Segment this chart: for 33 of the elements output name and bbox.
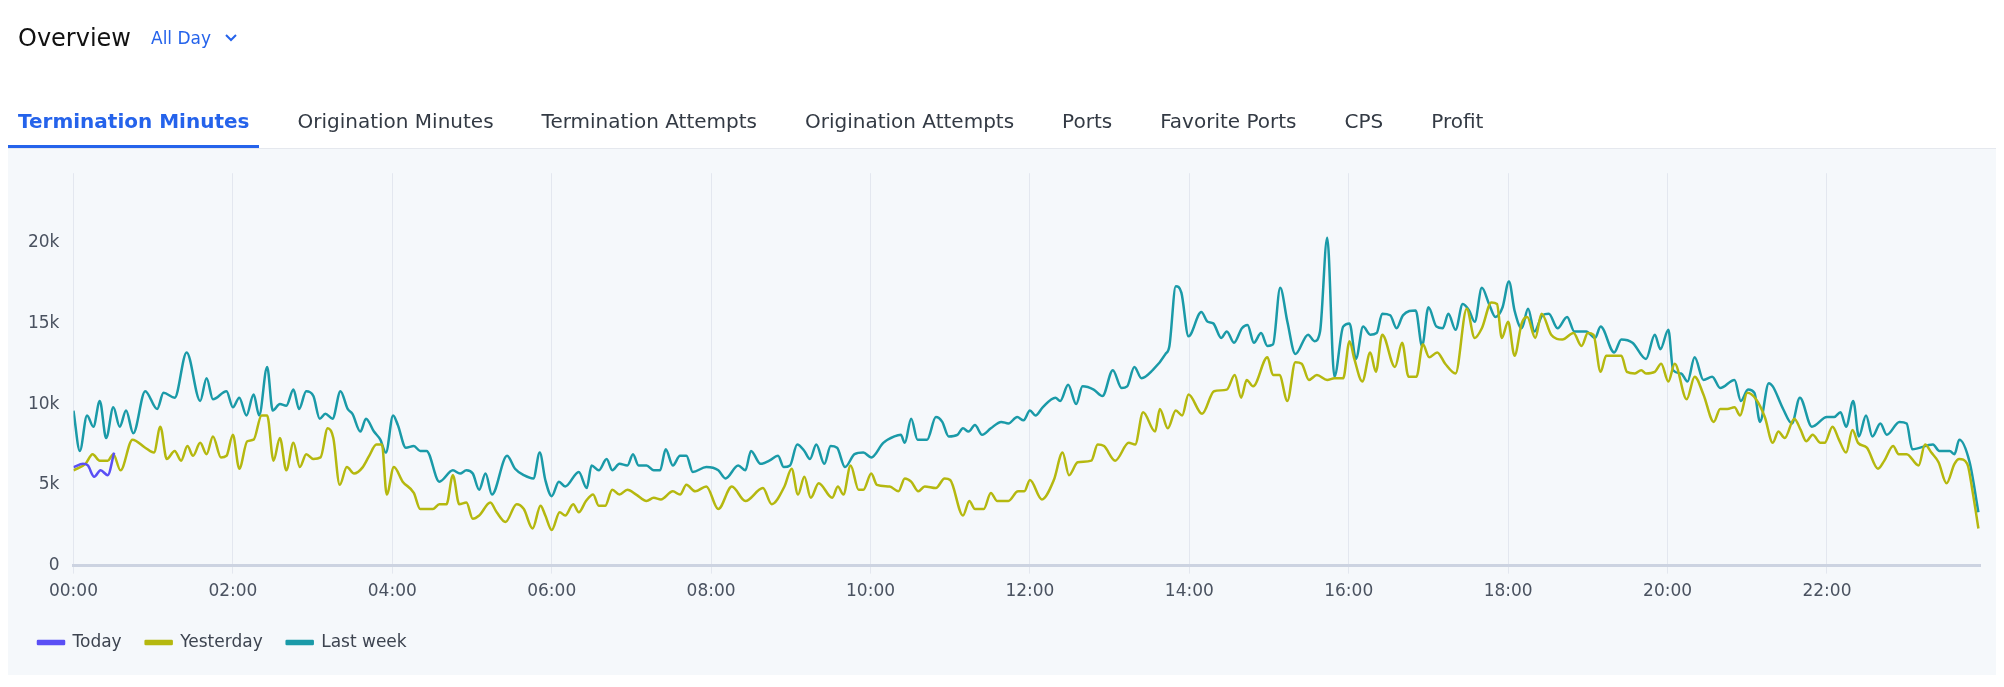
line-series (73, 236, 1980, 514)
x-tick-label: 10:00 (846, 580, 896, 601)
x-tick-label: 20:00 (1643, 580, 1693, 601)
legend-label: Last week (321, 630, 407, 651)
y-tick-label: 20k (27, 231, 60, 252)
text: CPS (1343, 109, 1385, 135)
text: Ports (1061, 109, 1114, 135)
x-tick-label: 22:00 (1802, 580, 1852, 601)
x-tick-label: 18:00 (1483, 580, 1533, 601)
line-series (73, 301, 1980, 532)
text: Termination Minutes (8, 109, 260, 148)
chart-title: Overview (18, 24, 131, 52)
text: Termination Attempts (540, 109, 758, 135)
y-tick-label: 10k (27, 392, 60, 413)
y-tick-label: 5k (38, 473, 60, 494)
y-tick-label: 15k (27, 311, 60, 332)
x-tick-label: 00:00 (48, 580, 98, 601)
x-tick-label: 08:00 (686, 580, 736, 601)
text: Origination Minutes (296, 109, 495, 135)
x-tick-label: 12:00 (1005, 580, 1055, 601)
y-tick-label: 0 (48, 554, 60, 575)
text: Favorite Ports (1159, 109, 1298, 135)
chart-subtitle: All Day (151, 28, 212, 48)
text: Profit (1430, 109, 1485, 135)
line-series (73, 451, 116, 479)
legend-label: Today (71, 630, 122, 651)
x-tick-label: 14:00 (1164, 580, 1214, 601)
x-tick-label: 02:00 (208, 580, 258, 601)
x-tick-label: 04:00 (367, 580, 417, 601)
x-tick-label: 06:00 (527, 580, 577, 601)
text: Origination Attempts (803, 109, 1016, 135)
x-tick-label: 16:00 (1324, 580, 1374, 601)
legend-label: Yesterday (179, 630, 263, 651)
